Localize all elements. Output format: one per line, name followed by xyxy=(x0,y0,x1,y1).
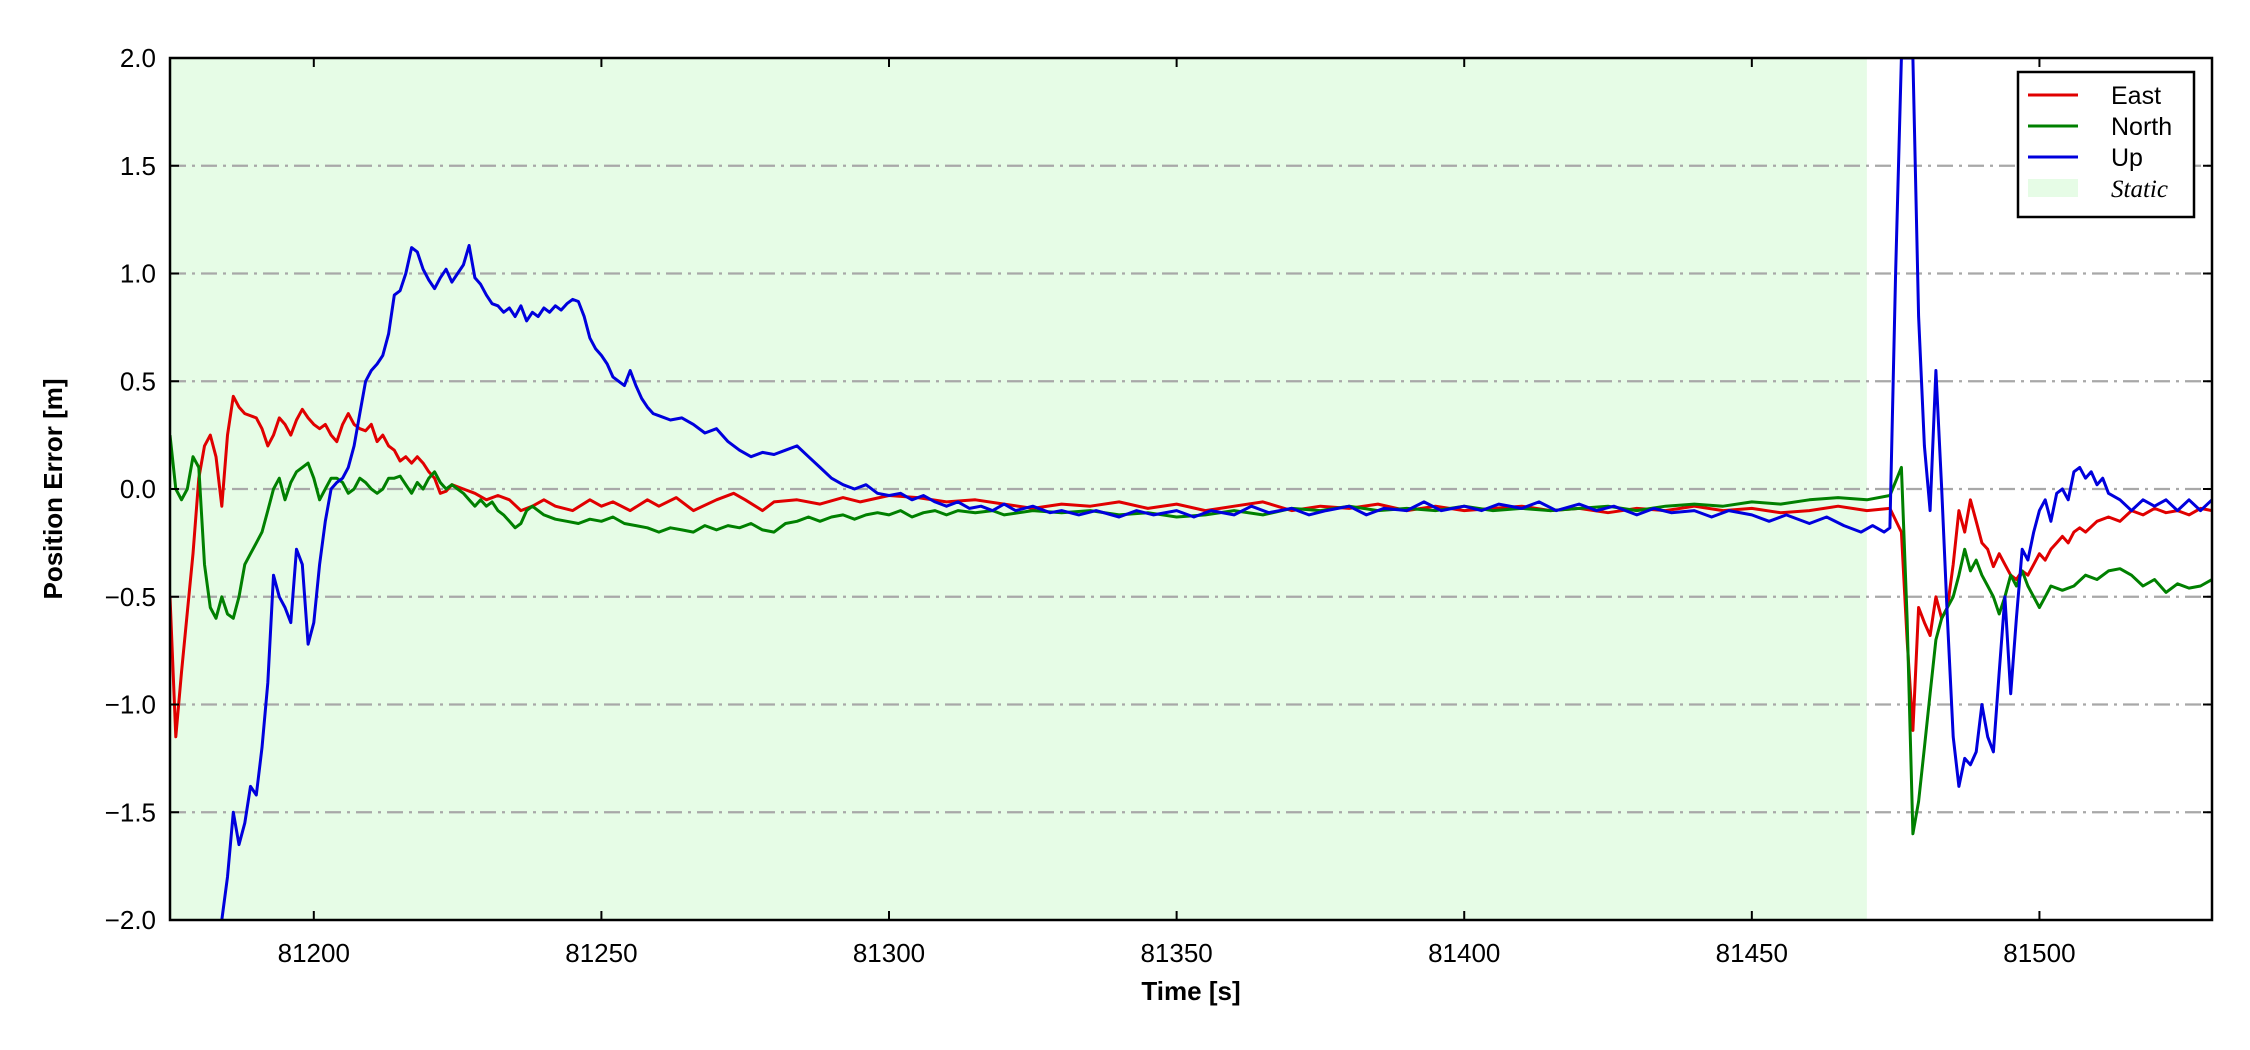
x-tick-label: 81300 xyxy=(853,938,925,968)
x-tick-label: 81500 xyxy=(2003,938,2075,968)
y-tick-label: −0.5 xyxy=(105,582,156,612)
legend-label-north: North xyxy=(2111,113,2172,141)
x-tick-label: 81450 xyxy=(1716,938,1788,968)
x-tick-label: 81200 xyxy=(278,938,350,968)
y-axis-title: Position Error [m] xyxy=(38,378,68,599)
x-axis: 81200 81250 81300 81350 81400 81450 81500 xyxy=(278,58,2076,968)
y-tick-label: 0.5 xyxy=(120,366,156,396)
legend-swatch-static xyxy=(2028,179,2078,197)
y-tick-label: 1.0 xyxy=(120,259,156,289)
series-line-up xyxy=(220,58,2212,920)
legend: East North Up Static xyxy=(2016,70,2196,219)
x-axis-title: Time [s] xyxy=(1141,976,1240,1006)
y-tick-label: 0.0 xyxy=(120,474,156,504)
y-tick-label: −1.0 xyxy=(105,690,156,720)
series-line-east xyxy=(170,394,2212,739)
x-tick-label: 81350 xyxy=(1140,938,1212,968)
legend-label-static: Static xyxy=(2111,176,2168,203)
legend-label-up: Up xyxy=(2111,144,2143,172)
y-tick-label: 1.5 xyxy=(120,151,156,181)
y-tick-label: −1.5 xyxy=(105,797,156,827)
legend-label-east: East xyxy=(2111,82,2161,110)
y-tick-label: −2.0 xyxy=(105,905,156,935)
x-tick-label: 81400 xyxy=(1428,938,1500,968)
series-layer xyxy=(170,58,2212,920)
x-tick-label: 81250 xyxy=(565,938,637,968)
y-tick-label: 2.0 xyxy=(120,43,156,73)
y-axis: −2.0 −1.5 −1.0 −0.5 0.0 0.5 1.0 1.5 2.0 xyxy=(105,43,2212,935)
